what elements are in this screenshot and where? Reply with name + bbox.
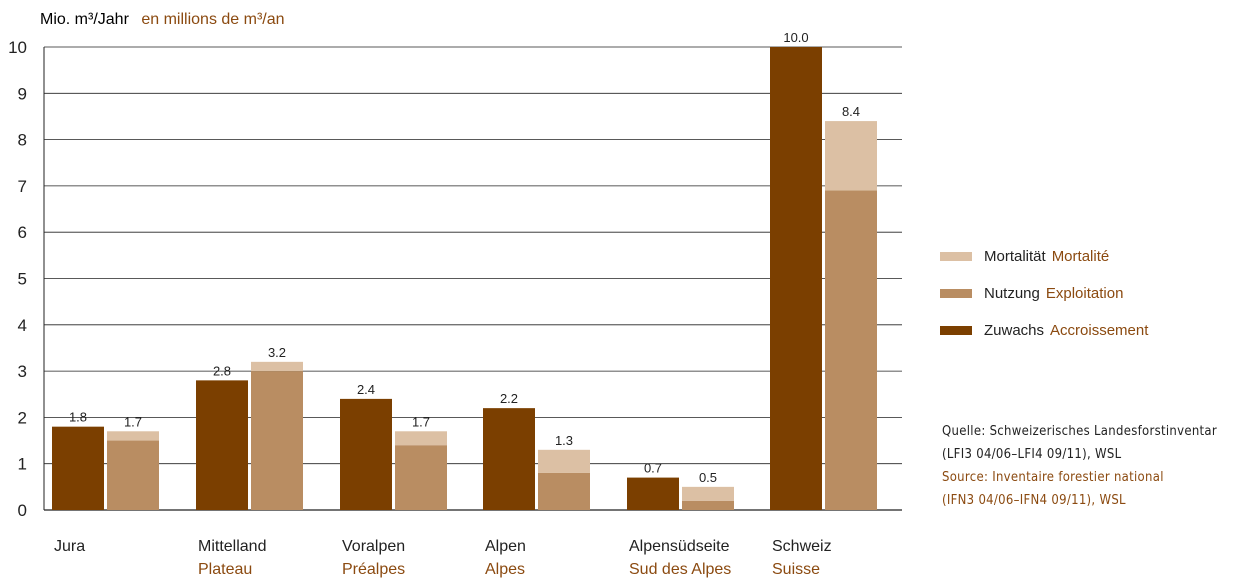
bar-mortalitaet <box>825 121 877 191</box>
legend-swatch-nutzung <box>940 288 972 298</box>
source-note: Quelle: Schweizerisches Landesforstinven… <box>942 420 1217 512</box>
data-labels: 1.8 1.7 2.8 3.2 2.4 1.7 2.2 1.3 0.7 0.5 10.0 8.4 <box>69 30 860 485</box>
legend: Mortalität Mortalité Nutzung Exploitatio… <box>940 246 1148 357</box>
category-label-de: Voralpen <box>342 538 405 555</box>
data-label-zuwachs: 0.7 <box>644 461 662 476</box>
bar-nutzung <box>538 472 590 510</box>
y-tick-label: 8 <box>18 131 27 150</box>
y-axis-label: Mio. m³/Jahr en millions de m³/an <box>40 11 285 28</box>
data-label-total: 1.7 <box>124 414 142 429</box>
data-label-total: 3.2 <box>268 345 286 360</box>
y-axis-label-de: Mio. m³/Jahr <box>40 11 130 28</box>
legend-swatch-mortalitaet <box>940 251 972 261</box>
data-label-total: 8.4 <box>842 104 860 119</box>
data-label-zuwachs: 2.4 <box>357 382 375 397</box>
data-label-zuwachs: 2.8 <box>213 363 231 378</box>
source-line-de-2: (LFI3 04/06–LFI4 09/11), WSL <box>942 447 1122 462</box>
source-line-de-1: Quelle: Schweizerisches Landesforstinven… <box>942 424 1218 439</box>
legend-swatch-zuwachs <box>940 325 972 335</box>
bar-mortalitaet <box>538 449 590 473</box>
bar-zuwachs <box>340 398 392 510</box>
bars <box>52 47 877 510</box>
bar-mortalitaet <box>395 431 447 446</box>
category-label-de: Schweiz <box>772 538 832 555</box>
category-label-de: Mittelland <box>198 538 266 555</box>
data-label-zuwachs: 10.0 <box>783 30 808 45</box>
y-tick-label: 5 <box>18 270 27 289</box>
y-tick-label: 2 <box>18 408 27 427</box>
legend-item-zuwachs: Zuwachs Accroissement <box>940 320 1148 340</box>
bar-mortalitaet <box>107 431 159 441</box>
y-tick-label: 0 <box>18 501 27 520</box>
bar-zuwachs <box>627 477 679 510</box>
y-axis-label-fr: en millions de m³/an <box>141 11 284 28</box>
data-label-total: 1.7 <box>412 414 430 429</box>
bar-mortalitaet <box>682 486 734 501</box>
y-axis-ticks: 0 1 2 3 4 5 6 7 8 9 10 <box>8 38 27 520</box>
legend-item-nutzung: Nutzung Exploitation <box>940 283 1148 303</box>
legend-label-fr: Mortalité <box>1051 247 1110 265</box>
y-tick-label: 1 <box>18 455 27 474</box>
source-line-fr-2: (IFN3 04/06–IFN4 09/11), WSL <box>942 493 1126 508</box>
legend-label-de: Zuwachs <box>984 321 1045 339</box>
category-label-fr: Suisse <box>772 561 820 578</box>
category-label-fr: Sud des Alpes <box>629 561 731 578</box>
y-tick-label: 3 <box>18 362 27 381</box>
category-label-de: Jura <box>54 538 85 555</box>
bar-zuwachs <box>52 426 104 510</box>
y-tick-label: 7 <box>18 177 27 196</box>
data-label-total: 1.3 <box>555 433 573 448</box>
legend-label-de: Mortalität <box>984 247 1046 265</box>
bar-nutzung <box>107 440 159 510</box>
y-tick-label: 10 <box>8 38 27 57</box>
category-label-fr: Alpes <box>485 561 525 578</box>
bar-zuwachs <box>483 408 535 510</box>
data-label-zuwachs: 2.2 <box>500 391 518 406</box>
bar-mortalitaet <box>251 361 303 372</box>
x-axis-categories: Jura Mittelland Plateau Voralpen Préalpes Alp… <box>54 538 832 578</box>
category-label-fr: Préalpes <box>342 561 405 578</box>
y-tick-label: 4 <box>18 316 27 335</box>
bar-nutzung <box>395 445 447 510</box>
chart-area: 0 1 2 3 4 5 6 7 8 9 10 1.8 1.7 2.8 3.2 2.4 1.7 2.2 1.3 0.7… <box>8 11 902 578</box>
y-tick-label: 9 <box>18 84 27 103</box>
bar-nutzung <box>682 500 734 510</box>
category-label-de: Alpen <box>485 538 526 555</box>
gridlines <box>43 46 902 511</box>
data-label-total: 0.5 <box>699 470 717 485</box>
bar-zuwachs <box>770 47 822 510</box>
legend-item-mortalitaet: Mortalität Mortalité <box>940 246 1148 266</box>
category-label-fr: Plateau <box>198 561 252 578</box>
source-line-fr-1: Source: Inventaire forestier national <box>942 470 1164 485</box>
legend-label-fr: Exploitation <box>1045 284 1124 302</box>
bar-nutzung <box>825 190 877 510</box>
bar-nutzung <box>251 371 303 510</box>
legend-label-de: Nutzung <box>984 284 1040 302</box>
data-label-zuwachs: 1.8 <box>69 410 87 425</box>
y-tick-label: 6 <box>18 223 27 242</box>
bar-zuwachs <box>196 380 248 510</box>
category-label-de: Alpensüdseite <box>629 538 730 555</box>
legend-label-fr: Accroissement <box>1050 321 1149 339</box>
